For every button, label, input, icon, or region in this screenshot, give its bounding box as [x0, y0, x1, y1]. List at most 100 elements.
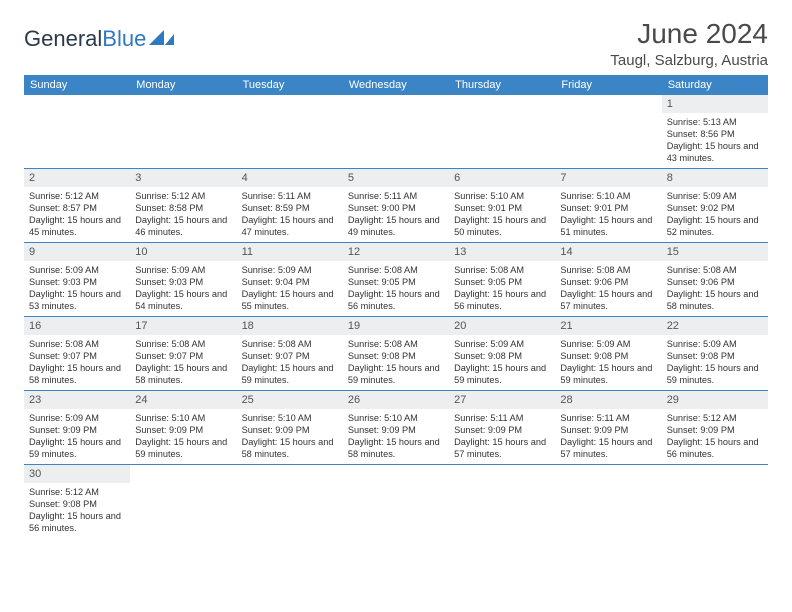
- daylight-line: Daylight: 15 hours and 56 minutes.: [667, 436, 763, 460]
- day-details: Sunrise: 5:09 AMSunset: 9:08 PMDaylight:…: [449, 335, 555, 390]
- sunrise-line: Sunrise: 5:12 AM: [135, 190, 231, 202]
- day-number: 19: [343, 317, 449, 335]
- calendar-cell: 7Sunrise: 5:10 AMSunset: 9:01 PMDaylight…: [555, 169, 661, 243]
- daylight-line: Daylight: 15 hours and 59 minutes.: [348, 362, 444, 386]
- sunset-line: Sunset: 9:07 PM: [242, 350, 338, 362]
- sunrise-line: Sunrise: 5:08 AM: [560, 264, 656, 276]
- day-number: 6: [449, 169, 555, 187]
- calendar-cell: 27Sunrise: 5:11 AMSunset: 9:09 PMDayligh…: [449, 391, 555, 465]
- sunrise-line: Sunrise: 5:09 AM: [135, 264, 231, 276]
- day-number: 30: [24, 465, 130, 483]
- sunrise-line: Sunrise: 5:09 AM: [29, 264, 125, 276]
- sunrise-line: Sunrise: 5:11 AM: [454, 412, 550, 424]
- calendar-cell: 16Sunrise: 5:08 AMSunset: 9:07 PMDayligh…: [24, 317, 130, 391]
- calendar-cell: 22Sunrise: 5:09 AMSunset: 9:08 PMDayligh…: [662, 317, 768, 391]
- daylight-line: Daylight: 15 hours and 58 minutes.: [348, 436, 444, 460]
- calendar-cell: 21 Sunrise: 5:09 AMSunset: 9:08 PMDayligh…: [555, 317, 661, 391]
- sunset-line: Sunset: 9:09 PM: [242, 424, 338, 436]
- sunrise-line: Sunrise: 5:12 AM: [29, 486, 125, 498]
- day-details: Sunrise: 5:08 AMSunset: 9:05 PMDaylight:…: [449, 261, 555, 316]
- daylight-line: Daylight: 15 hours and 43 minutes.: [667, 140, 763, 164]
- sunset-line: Sunset: 9:05 PM: [454, 276, 550, 288]
- day-number: 21: [555, 317, 661, 335]
- weekday-header-row: SundayMondayTuesdayWednesdayThursdayFrid…: [24, 75, 768, 95]
- daylight-line: Daylight: 15 hours and 59 minutes.: [29, 436, 125, 460]
- day-details: Sunrise: 5:10 AMSunset: 9:09 PMDaylight:…: [237, 409, 343, 464]
- day-number: 25: [237, 391, 343, 409]
- calendar-cell: 6Sunrise: 5:10 AMSunset: 9:01 PMDaylight…: [449, 169, 555, 243]
- sunrise-line: Sunrise: 5:09 AM: [667, 338, 763, 350]
- day-details: Sunrise: 5:11 AMSunset: 9:09 PMDaylight:…: [555, 409, 661, 464]
- calendar-cell: [449, 95, 555, 169]
- day-details: Sunrise: 5:11 AMSunset: 8:59 PMDaylight:…: [237, 187, 343, 242]
- daylight-line: Daylight: 15 hours and 59 minutes.: [560, 362, 656, 386]
- day-details: Sunrise: 5:09 AMSunset: 9:09 PMDaylight:…: [24, 409, 130, 464]
- daylight-line: Daylight: 15 hours and 56 minutes.: [29, 510, 125, 534]
- daylight-line: Daylight: 15 hours and 47 minutes.: [242, 214, 338, 238]
- sunrise-line: Sunrise: 5:12 AM: [29, 190, 125, 202]
- brand-text-blue: Blue: [102, 26, 146, 52]
- day-details: Sunrise: 5:10 AMSunset: 9:09 PMDaylight:…: [130, 409, 236, 464]
- day-number: 1: [662, 95, 768, 113]
- daylight-line: Daylight: 15 hours and 53 minutes.: [29, 288, 125, 312]
- calendar-week-row: 9Sunrise: 5:09 AMSunset: 9:03 PMDaylight…: [24, 243, 768, 317]
- calendar-cell: [237, 465, 343, 539]
- sunrise-line: Sunrise: 5:09 AM: [242, 264, 338, 276]
- daylight-line: Daylight: 15 hours and 58 minutes.: [242, 436, 338, 460]
- day-number: 3: [130, 169, 236, 187]
- day-number: 12: [343, 243, 449, 261]
- sunrise-line: Sunrise: 5:09 AM: [454, 338, 550, 350]
- calendar-week-row: 30Sunrise: 5:12 AMSunset: 9:08 PMDayligh…: [24, 465, 768, 539]
- calendar-cell: 5Sunrise: 5:11 AMSunset: 9:00 PMDaylight…: [343, 169, 449, 243]
- daylight-line: Daylight: 15 hours and 51 minutes.: [560, 214, 656, 238]
- sunset-line: Sunset: 9:07 PM: [135, 350, 231, 362]
- calendar-cell: 28Sunrise: 5:11 AMSunset: 9:09 PMDayligh…: [555, 391, 661, 465]
- sunrise-line: Sunrise: 5:08 AM: [348, 264, 444, 276]
- sunset-line: Sunset: 9:08 PM: [560, 350, 656, 362]
- daylight-line: Daylight: 15 hours and 56 minutes.: [454, 288, 550, 312]
- day-number: 24: [130, 391, 236, 409]
- daylight-line: Daylight: 15 hours and 45 minutes.: [29, 214, 125, 238]
- title-block: June 2024 Taugl, Salzburg, Austria: [610, 18, 768, 69]
- daylight-line: Daylight: 15 hours and 59 minutes.: [242, 362, 338, 386]
- daylight-line: Daylight: 15 hours and 54 minutes.: [135, 288, 231, 312]
- sunrise-line: Sunrise: 5:09 AM: [560, 338, 656, 350]
- sunset-line: Sunset: 9:05 PM: [348, 276, 444, 288]
- calendar-cell: 2Sunrise: 5:12 AMSunset: 8:57 PMDaylight…: [24, 169, 130, 243]
- daylight-line: Daylight: 15 hours and 55 minutes.: [242, 288, 338, 312]
- sunset-line: Sunset: 8:58 PM: [135, 202, 231, 214]
- month-title: June 2024: [610, 18, 768, 50]
- sunrise-line: Sunrise: 5:08 AM: [667, 264, 763, 276]
- weekday-header: Saturday: [662, 75, 768, 95]
- sunset-line: Sunset: 9:06 PM: [560, 276, 656, 288]
- day-number: 27: [449, 391, 555, 409]
- day-details: Sunrise: 5:11 AMSunset: 9:00 PMDaylight:…: [343, 187, 449, 242]
- daylight-line: Daylight: 15 hours and 58 minutes.: [135, 362, 231, 386]
- calendar-week-row: 2Sunrise: 5:12 AMSunset: 8:57 PMDaylight…: [24, 169, 768, 243]
- calendar-cell: 1Sunrise: 5:13 AMSunset: 8:56 PMDaylight…: [662, 95, 768, 169]
- daylight-line: Daylight: 15 hours and 59 minutes.: [454, 362, 550, 386]
- sunset-line: Sunset: 9:01 PM: [560, 202, 656, 214]
- day-number: 18: [237, 317, 343, 335]
- calendar-cell: 8Sunrise: 5:09 AMSunset: 9:02 PMDaylight…: [662, 169, 768, 243]
- weekday-header: Sunday: [24, 75, 130, 95]
- daylight-line: Daylight: 15 hours and 57 minutes.: [560, 436, 656, 460]
- day-details: Sunrise: 5:08 AMSunset: 9:05 PMDaylight:…: [343, 261, 449, 316]
- sunrise-line: Sunrise: 5:09 AM: [29, 412, 125, 424]
- day-number: 10: [130, 243, 236, 261]
- day-details: Sunrise: 5:12 AMSunset: 9:09 PMDaylight:…: [662, 409, 768, 464]
- sunset-line: Sunset: 9:09 PM: [454, 424, 550, 436]
- daylight-line: Daylight: 15 hours and 58 minutes.: [29, 362, 125, 386]
- day-details: Sunrise: 5:12 AMSunset: 8:58 PMDaylight:…: [130, 187, 236, 242]
- sunrise-line: Sunrise: 5:10 AM: [242, 412, 338, 424]
- sunset-line: Sunset: 9:09 PM: [560, 424, 656, 436]
- calendar-cell: 12Sunrise: 5:08 AMSunset: 9:05 PMDayligh…: [343, 243, 449, 317]
- day-number: 9: [24, 243, 130, 261]
- sunset-line: Sunset: 9:09 PM: [29, 424, 125, 436]
- sunrise-line: Sunrise: 5:09 AM: [667, 190, 763, 202]
- sunrise-line: Sunrise: 5:12 AM: [667, 412, 763, 424]
- sunset-line: Sunset: 9:08 PM: [667, 350, 763, 362]
- sunset-line: Sunset: 9:08 PM: [454, 350, 550, 362]
- daylight-line: Daylight: 15 hours and 58 minutes.: [667, 288, 763, 312]
- brand-logo: GeneralBlue: [24, 18, 175, 52]
